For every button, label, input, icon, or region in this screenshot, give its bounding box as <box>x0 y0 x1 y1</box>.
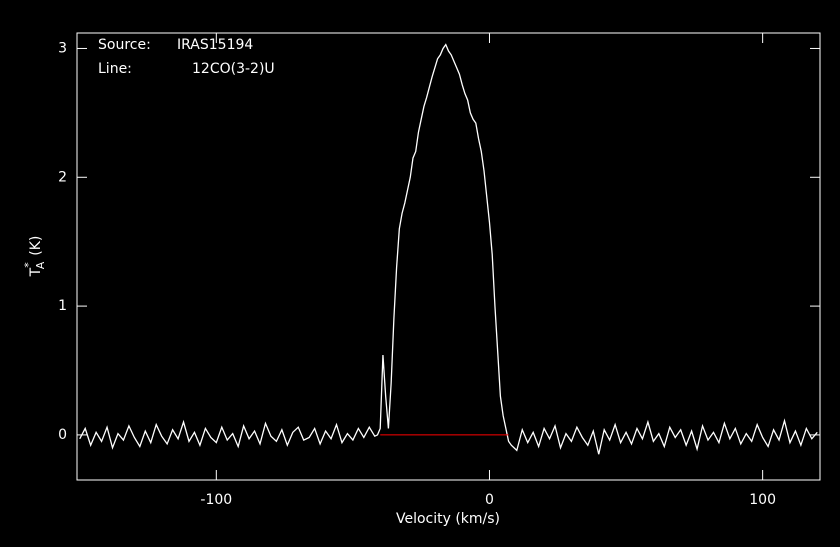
y-label-unit: (K) <box>28 236 44 256</box>
y-tick-label: 0 <box>58 427 67 443</box>
x-axis-label: Velocity (km/s) <box>396 511 500 527</box>
y-label-sup: * <box>22 262 35 268</box>
spectrum-line <box>79 43 818 455</box>
annotation-label: Line: <box>98 61 132 77</box>
annotation-text: 12CO(3-2)U <box>192 61 275 77</box>
y-label-symbol: T <box>28 267 44 277</box>
plot-frame <box>76 32 821 481</box>
x-tick-label: 0 <box>485 492 494 508</box>
annotation-text: IRAS15194 <box>177 37 253 53</box>
y-tick-label: 1 <box>58 298 67 314</box>
y-tick-label: 3 <box>58 40 67 56</box>
y-label-sub: A <box>34 261 47 269</box>
y-axis-label: T*A (K) <box>22 236 47 278</box>
x-tick-label: -100 <box>200 492 232 508</box>
y-tick-label: 2 <box>58 169 67 185</box>
x-tick-label: 100 <box>749 492 776 508</box>
annotation-label: Source: <box>98 37 151 53</box>
